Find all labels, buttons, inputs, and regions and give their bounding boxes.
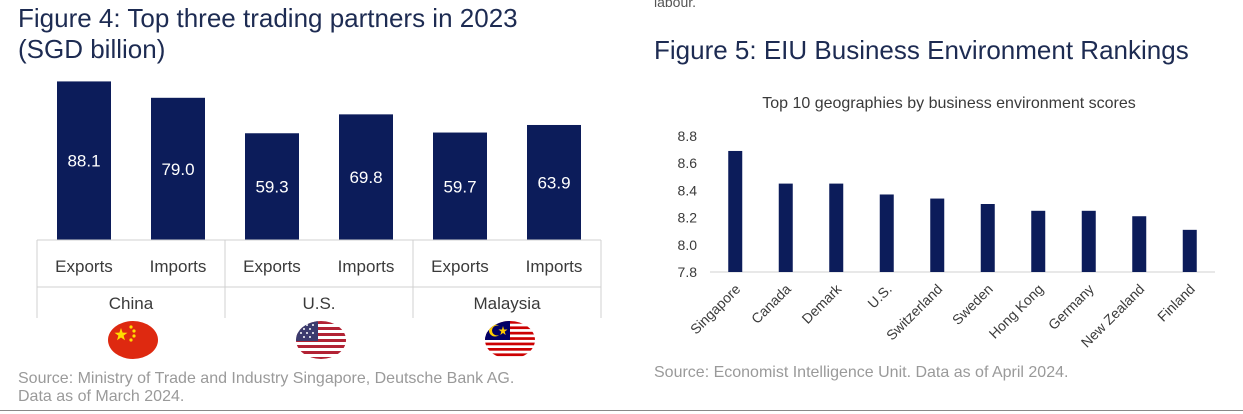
tick-label: Exports — [243, 257, 301, 276]
x-tick-label: Hong Kong — [986, 281, 1047, 342]
figure5-chart: Top 10 geographies by business environme… — [678, 95, 1215, 350]
bar — [57, 81, 111, 240]
y-tick-label: 8.2 — [678, 210, 698, 226]
bar — [980, 204, 995, 272]
malaysia-flag-icon — [485, 321, 535, 359]
y-tick-label: 8.6 — [678, 155, 698, 171]
x-tick-label: Demark — [798, 280, 845, 327]
data-label: 63.9 — [537, 173, 570, 192]
bar — [339, 114, 393, 240]
x-tick-label: Singapore — [687, 281, 744, 338]
tick-label: Exports — [431, 257, 489, 276]
bottom-divider — [0, 410, 1243, 411]
group-label: Malaysia — [473, 294, 541, 313]
tick-label: Exports — [55, 257, 113, 276]
figure4-title-line2: (SGD billion) — [18, 34, 166, 64]
bar — [728, 150, 743, 272]
chart-title: Top 10 geographies by business environme… — [762, 95, 1136, 112]
figure5-source: Source: Economist Intelligence Unit. Dat… — [654, 364, 1069, 381]
top-cut-text: labour. — [654, 0, 697, 10]
data-label: 69.8 — [349, 168, 382, 187]
data-label: 79.0 — [161, 160, 194, 179]
group-label: U.S. — [302, 294, 335, 313]
tick-label: Imports — [150, 257, 207, 276]
x-tick-label: U.S. — [864, 281, 895, 312]
x-tick-label: Sweden — [949, 281, 996, 328]
us-flag-icon — [296, 321, 346, 359]
y-tick-label: 8.4 — [678, 182, 698, 198]
bar — [1182, 229, 1197, 272]
x-tick-label: Finland — [1154, 281, 1198, 325]
y-tick-label: 7.8 — [678, 264, 698, 280]
bar — [829, 183, 844, 272]
bar — [1081, 210, 1096, 272]
bar — [778, 183, 793, 272]
tick-label: Imports — [526, 257, 583, 276]
figure4-source-line1: Source: Ministry of Trade and Industry S… — [18, 370, 515, 387]
bar — [433, 132, 487, 240]
bar — [1031, 210, 1046, 272]
data-label: 88.1 — [67, 152, 100, 171]
data-label: 59.3 — [255, 178, 288, 197]
group-label: China — [109, 294, 154, 313]
figure4-chart: 88.1 Exports 79.0 Imports 59.3 Exports 69.8 Imp… — [36, 81, 602, 318]
bar — [527, 124, 581, 240]
x-tick-label: Canada — [748, 281, 794, 327]
bar — [930, 198, 945, 272]
bar — [879, 194, 894, 272]
y-tick-label: 8.0 — [678, 237, 698, 253]
x-tick-label: Germany — [1045, 281, 1097, 333]
bar — [151, 97, 205, 240]
china-flag-icon — [108, 321, 158, 359]
data-label: 59.7 — [443, 177, 476, 196]
tick-label: Imports — [338, 257, 395, 276]
bar — [245, 133, 299, 240]
figure5-title: Figure 5: EIU Business Environment Ranki… — [654, 35, 1189, 65]
bar — [1132, 216, 1147, 272]
y-tick-label: 8.8 — [678, 128, 698, 144]
figure4-source-line2: Data as of March 2024. — [18, 388, 185, 405]
figure4-title-line1: Figure 4: Top three trading partners in … — [18, 3, 518, 33]
